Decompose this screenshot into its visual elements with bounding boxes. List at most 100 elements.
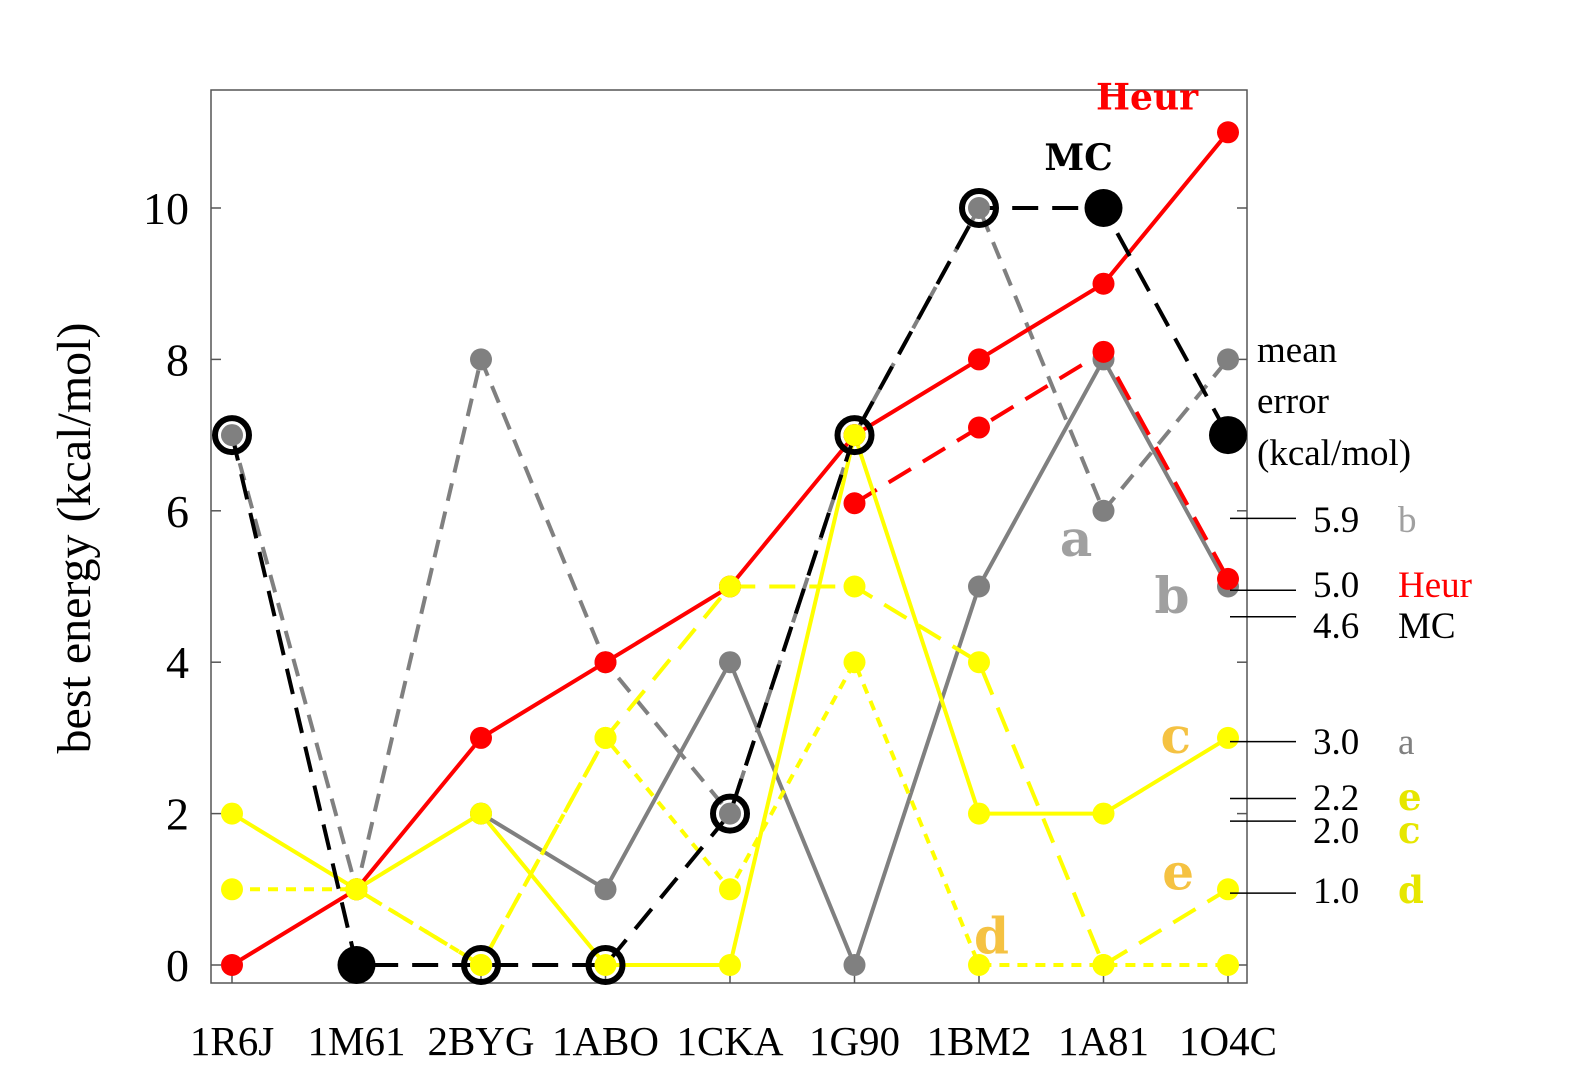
series-point-a <box>843 954 866 976</box>
series-point-c <box>594 954 617 976</box>
series-point-d <box>968 954 990 976</box>
series-point-b <box>1217 348 1239 371</box>
annotation-label: b <box>1154 566 1189 625</box>
y-tick-label: 6 <box>166 486 189 537</box>
series-point-d <box>719 878 741 901</box>
series-point-d <box>1092 954 1115 976</box>
series-point-e <box>719 575 741 598</box>
series-point-heur <box>968 348 990 371</box>
mc-point <box>710 793 750 834</box>
mean-error-label: c <box>1398 808 1421 852</box>
series-point-b <box>1092 499 1115 522</box>
mean-error-value: 2.0 <box>1313 811 1359 852</box>
y-axis-ticks: 0 2 4 6 8 10 <box>143 183 1247 991</box>
mc-point <box>1209 416 1247 455</box>
series-point-c <box>719 954 741 976</box>
x-category-label: 1O4C <box>1179 1018 1277 1064</box>
series-point-heur-dashed <box>1217 567 1239 590</box>
annotation-label: Heur <box>1096 77 1199 119</box>
series-line-mc <box>230 206 1230 967</box>
annotation-label: MC <box>1044 137 1113 179</box>
x-category-label: 1BM2 <box>927 1018 1032 1064</box>
mean-error-label: b <box>1398 500 1417 541</box>
series-point-c <box>470 802 492 825</box>
mc-point <box>1084 189 1123 227</box>
annotation-label: c <box>1160 706 1190 765</box>
y-tick-label: 4 <box>166 637 189 688</box>
mc-point <box>212 415 252 456</box>
mean-error-value: 3.0 <box>1313 722 1359 763</box>
series-line-e <box>355 584 1230 967</box>
series-point-a <box>968 575 990 598</box>
series-point-d <box>221 878 243 901</box>
mean-error-title: error <box>1257 381 1329 422</box>
mc-point <box>959 188 999 228</box>
series-point-heur-dashed <box>968 416 990 439</box>
y-tick-label: 2 <box>166 789 189 840</box>
mean-error-label: a <box>1398 722 1414 763</box>
x-category-label: 2BYG <box>427 1018 534 1064</box>
mean-error-value: 2.2 <box>1313 778 1359 819</box>
series-point-c <box>843 424 866 447</box>
y-axis-label: best energy (kcal/mol) <box>48 323 101 754</box>
mc-point <box>834 415 875 456</box>
x-category-label: 1M61 <box>308 1018 406 1064</box>
annotation-label: e <box>1162 842 1194 901</box>
mean-error-title: mean <box>1257 330 1337 371</box>
series-point-d <box>1217 954 1239 976</box>
series-point-b <box>968 197 990 219</box>
mean-error-label: d <box>1398 868 1424 912</box>
x-category-label: 1ABO <box>552 1018 659 1064</box>
y-tick-label: 10 <box>143 183 189 234</box>
mc-point <box>461 945 501 985</box>
series-point-heur <box>1092 272 1115 295</box>
series-point-heur-dashed <box>843 492 866 515</box>
x-category-label: 1R6J <box>190 1018 274 1064</box>
series-point-a <box>594 878 617 901</box>
series-point-c <box>345 878 368 901</box>
y-tick-label: 8 <box>166 334 189 385</box>
series-point-heur <box>470 726 492 749</box>
y-tick-label: 0 <box>166 940 189 991</box>
series-point-e <box>843 575 866 598</box>
series-line-heur-dashed <box>853 349 1230 580</box>
series-point-d <box>594 726 617 749</box>
mc-point <box>585 945 626 985</box>
series-point-heur <box>221 954 243 976</box>
series-point-a <box>719 651 741 674</box>
series-point-c <box>221 802 243 825</box>
series-point-c <box>1217 726 1239 749</box>
mean-error-label: e <box>1398 775 1422 819</box>
series-point-d <box>843 651 866 674</box>
series-point-heur <box>594 651 617 674</box>
series-point-heur-dashed <box>1092 340 1115 363</box>
series-point-d <box>470 954 492 976</box>
series-point-c <box>968 802 990 825</box>
mean-error-value: 5.0 <box>1313 565 1359 606</box>
plot-frame <box>210 89 1248 984</box>
series-point-b <box>470 348 492 371</box>
x-axis-category-labels: 1R6J 1M61 2BYG 1ABO 1CKA 1G90 1BM2 1A81 1O4C <box>190 973 1277 1064</box>
series-point-b <box>719 802 741 825</box>
mean-error-value: 5.9 <box>1313 500 1359 541</box>
series-point-c <box>1092 802 1115 825</box>
series-point-e <box>1217 878 1239 901</box>
series-point-b <box>221 424 243 447</box>
x-category-label: 1G90 <box>809 1018 900 1064</box>
mc-point <box>337 946 376 984</box>
mean-error-value: 4.6 <box>1313 606 1359 647</box>
series-point-heur <box>1217 121 1239 144</box>
mean-error-value: 1.0 <box>1313 871 1359 912</box>
series-annotations: Heur MC a b c e d <box>974 77 1199 966</box>
series-points <box>212 121 1247 985</box>
series-point-e <box>968 651 990 674</box>
mean-error-title: (kcal/mol) <box>1257 433 1411 474</box>
x-category-label: 1A81 <box>1058 1018 1149 1064</box>
x-category-label: 1CKA <box>676 1018 783 1064</box>
mean-error-label: Heur <box>1398 565 1472 606</box>
mean-error-label: MC <box>1398 606 1456 647</box>
annotation-label: d <box>974 907 1009 966</box>
annotation-label: a <box>1060 509 1092 568</box>
